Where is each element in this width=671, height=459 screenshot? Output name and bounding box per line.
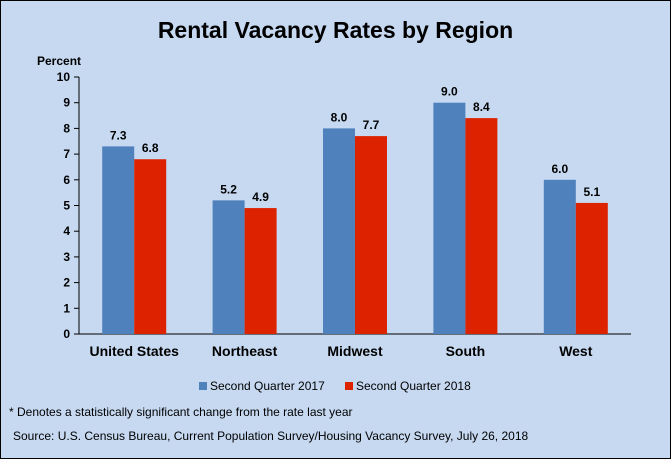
y-axis-label: Percent bbox=[37, 54, 81, 68]
data-label: 8.0 bbox=[331, 110, 348, 124]
bar bbox=[543, 179, 576, 334]
footnote: * Denotes a statistically significant ch… bbox=[9, 405, 353, 419]
y-tick-label: 4 bbox=[63, 224, 70, 238]
legend-swatch bbox=[199, 382, 207, 390]
data-label: 5.1 bbox=[583, 185, 600, 199]
bar bbox=[433, 102, 466, 334]
bar bbox=[465, 118, 498, 335]
data-label: 7.7 bbox=[363, 118, 380, 132]
data-label: 6.8 bbox=[142, 141, 159, 155]
y-tick-label: 1 bbox=[63, 301, 70, 315]
data-label: 7.3 bbox=[110, 128, 127, 142]
chart-title: Rental Vacancy Rates by Region bbox=[157, 17, 514, 43]
x-tick-label: South bbox=[446, 343, 486, 359]
bar bbox=[355, 136, 387, 334]
data-label: 8.4 bbox=[473, 100, 490, 114]
bar bbox=[575, 202, 608, 334]
y-tick-label: 2 bbox=[63, 276, 70, 290]
x-tick-label: Midwest bbox=[327, 343, 383, 359]
y-tick-label: 0 bbox=[63, 327, 70, 341]
x-tick-label: West bbox=[559, 343, 593, 359]
y-tick-label: 10 bbox=[57, 70, 71, 84]
bar bbox=[102, 146, 135, 334]
legend-swatch bbox=[345, 382, 353, 390]
y-tick-label: 7 bbox=[63, 147, 70, 161]
y-tick-label: 5 bbox=[63, 199, 70, 213]
y-tick-label: 8 bbox=[63, 121, 70, 135]
data-label: 5.2 bbox=[220, 182, 237, 196]
legend-label: Second Quarter 2018 bbox=[356, 379, 471, 393]
data-label: 9.0 bbox=[441, 85, 458, 99]
data-label: 4.9 bbox=[252, 190, 269, 204]
bar bbox=[134, 159, 167, 334]
bar bbox=[323, 128, 355, 334]
y-tick-label: 6 bbox=[63, 173, 70, 187]
x-tick-label: United States bbox=[89, 343, 179, 359]
y-tick-label: 3 bbox=[63, 250, 70, 264]
y-tick-label: 9 bbox=[63, 96, 70, 110]
data-label: 6.0 bbox=[551, 162, 568, 176]
bar bbox=[244, 208, 277, 334]
x-tick-label: Northeast bbox=[212, 343, 278, 359]
legend-label: Second Quarter 2017 bbox=[210, 379, 325, 393]
bar bbox=[212, 200, 245, 334]
source-note: Source: U.S. Census Bureau, Current Popu… bbox=[13, 429, 529, 443]
